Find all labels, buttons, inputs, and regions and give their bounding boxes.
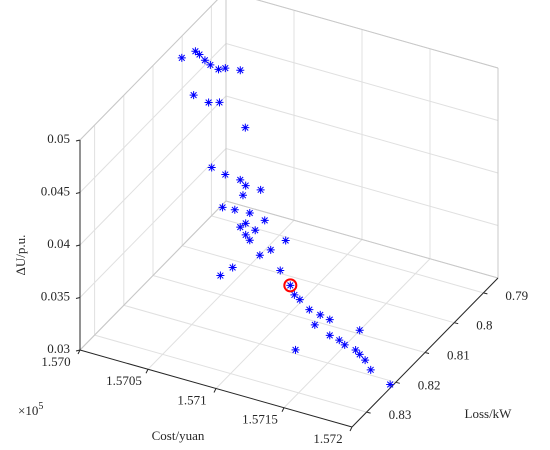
x-multiplier-base: ×10	[18, 403, 38, 418]
data-point	[276, 266, 285, 275]
x-tick-label: 1.5715	[242, 412, 278, 427]
data-point	[386, 380, 395, 389]
x-tick-mark	[77, 349, 81, 355]
data-point	[256, 185, 265, 194]
z-tick-label: 0.05	[47, 131, 70, 146]
data-point	[325, 315, 334, 324]
box-edge	[255, 0, 499, 69]
box-edge	[79, 0, 218, 141]
data-point	[216, 271, 225, 280]
data-point	[221, 64, 230, 73]
data-point	[290, 290, 299, 299]
z-tick-mark	[75, 297, 81, 299]
data-point	[366, 365, 375, 374]
data-point	[325, 331, 334, 340]
z-tick-mark	[75, 244, 81, 247]
data-point	[295, 295, 304, 304]
data-point	[236, 175, 245, 184]
x-multiplier-power: 5	[38, 401, 43, 412]
x-multiplier: ×105	[18, 401, 43, 418]
data-point	[355, 350, 364, 359]
data-point	[351, 346, 360, 355]
data-point	[241, 181, 250, 190]
data-point	[245, 208, 254, 217]
y-tick-label: 0.79	[505, 288, 528, 303]
y-tick-mark	[424, 352, 430, 354]
data-point	[335, 336, 344, 345]
y-tick-mark	[395, 381, 400, 384]
data-point	[215, 98, 224, 107]
box-edge	[225, 200, 499, 279]
data-point	[305, 305, 314, 314]
data-point	[230, 205, 239, 214]
y-tick-label: 0.83	[389, 407, 412, 422]
x-tick-mark	[213, 388, 217, 393]
x-tick-label: 1.572	[313, 431, 342, 446]
data-point	[361, 356, 370, 365]
data-point	[236, 66, 245, 75]
y-tick-label: 0.8	[476, 318, 492, 333]
z-tick-label: 0.035	[41, 288, 70, 303]
data-point	[340, 340, 349, 349]
z-axis-label: ΔU/p.u.	[13, 235, 28, 276]
x-tick-label: 1.571	[177, 392, 206, 407]
data-point	[228, 263, 237, 272]
data-point	[191, 47, 200, 56]
x-tick-label: 1.5705	[106, 373, 142, 388]
x-tick-mark	[281, 407, 285, 412]
y-axis-line	[351, 277, 499, 428]
z-tick-label: 0.03	[47, 341, 70, 356]
data-point	[316, 310, 325, 319]
data-point	[195, 50, 204, 59]
z-tick-mark	[75, 349, 81, 352]
data-point	[291, 345, 300, 354]
data-point	[204, 98, 213, 107]
data-point	[245, 236, 254, 245]
data-point	[236, 223, 245, 232]
data-point	[251, 226, 260, 235]
data-point	[207, 163, 216, 172]
data-point	[255, 251, 264, 260]
z-tick-label: 0.04	[47, 236, 70, 251]
data-point	[206, 60, 215, 69]
x-tick-mark	[349, 426, 353, 432]
data-point	[238, 191, 247, 200]
y-tick-label: 0.82	[418, 377, 441, 392]
data-point	[221, 170, 230, 179]
y-tick-mark	[366, 411, 371, 414]
y-tick-mark	[454, 322, 459, 325]
data-point	[189, 91, 198, 100]
y-tick-label: 0.81	[447, 347, 470, 362]
data-point	[286, 281, 295, 290]
data-point	[266, 245, 275, 254]
data-point	[355, 326, 364, 335]
data-point	[310, 320, 319, 329]
data-point	[241, 123, 250, 132]
data-point	[241, 219, 250, 228]
box-edge	[79, 200, 227, 351]
z-tick-mark	[75, 192, 81, 194]
data-point	[200, 56, 209, 65]
x-axis-line	[79, 349, 353, 428]
z-tick-label: 0.045	[41, 183, 70, 198]
grid-line	[215, 239, 363, 389]
data-point	[281, 236, 290, 245]
grid-line	[147, 219, 295, 370]
data-point	[218, 203, 227, 212]
data-point	[260, 216, 269, 225]
y-tick-mark	[483, 292, 488, 295]
highlight-marker	[283, 278, 298, 293]
data-point	[214, 65, 223, 74]
x-tick-mark	[145, 369, 149, 374]
data-point	[241, 230, 250, 239]
x-axis-label: Cost/yuan	[152, 428, 205, 443]
y-axis-label: Loss/kW	[465, 406, 513, 421]
x-tick-label: 1.570	[41, 354, 70, 369]
z-tick-mark	[75, 139, 81, 142]
data-point	[177, 53, 186, 62]
